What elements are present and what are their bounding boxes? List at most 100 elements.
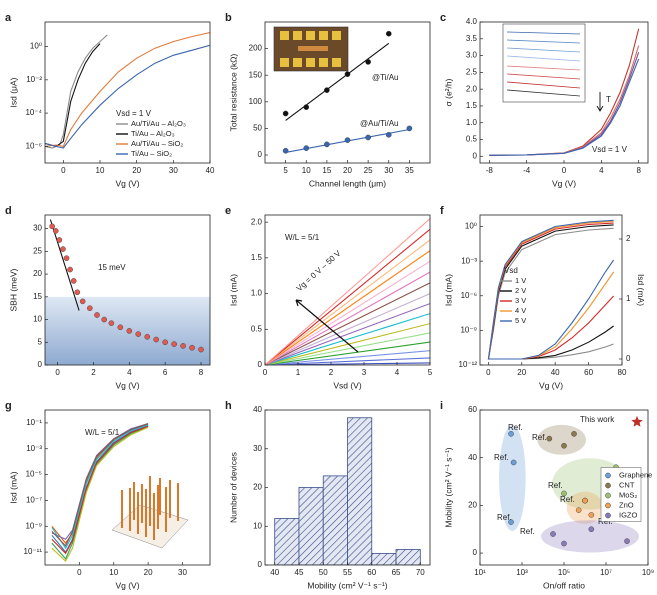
x-tick-label: 30 [178, 568, 187, 577]
point [162, 339, 168, 346]
point [144, 334, 151, 340]
annotation: Ref. [520, 527, 535, 536]
y-tick-label: 10⁰ [30, 42, 42, 51]
y-tick-label: 10⁻³ [461, 256, 477, 265]
histogram-bar [347, 417, 373, 565]
x-axis-label: Vg (V) [552, 178, 576, 188]
panel-letter: f [440, 205, 444, 217]
point [561, 490, 567, 497]
panel-letter: d [5, 205, 12, 217]
y-tick-label: 15 [33, 292, 42, 301]
x-tick-label: 10⁵ [558, 568, 570, 577]
y-tick-label: 2.5 [466, 67, 478, 76]
line-series [265, 350, 430, 365]
y-tick-label: 20 [468, 500, 477, 509]
x-tick-label: 60 [584, 368, 593, 377]
y-tick-label: 10⁻¹ [26, 418, 42, 427]
panel-letter: b [225, 12, 232, 24]
point [588, 526, 595, 533]
y-axis-label: SBH (meV) [8, 268, 18, 311]
x-tick-label: 3 [362, 368, 367, 377]
y-tick-label: 200 [249, 44, 263, 53]
y-tick-label: 40 [468, 453, 477, 462]
y2-tick-label: 0 [626, 354, 631, 363]
panel-letter: c [440, 12, 446, 24]
line-series [265, 239, 430, 365]
x-tick-label: 0 [77, 568, 82, 577]
line-series [488, 259, 615, 360]
point [282, 147, 289, 154]
y-tick-label: 4.0 [466, 17, 478, 26]
y-tick-label: 50 [253, 124, 262, 133]
point [588, 512, 595, 518]
point [67, 266, 73, 273]
panel: 10¹ 10³ 10⁵ 10⁷ 10⁹ 0 20 40 60 i On/off ratio Mobil… [440, 400, 654, 590]
x-tick-label: 0 [61, 166, 66, 175]
y-tick-label: 0 [473, 548, 478, 557]
point [74, 289, 81, 296]
x-axis-label: Vg (V) [115, 178, 139, 188]
annotation: @Ti/Au [372, 73, 399, 82]
x-tick-label: 2 [91, 368, 96, 377]
histogram-bar [322, 475, 348, 565]
point [324, 87, 330, 93]
point [365, 134, 371, 141]
plot-frame [44, 409, 211, 566]
y-tick-label: 40 [253, 405, 262, 414]
y-axis-label: Total resistance (kΩ) [228, 53, 238, 131]
line-series [51, 426, 149, 562]
legend-label: Au/Ti/Au – SiO₂ [131, 139, 183, 148]
legend-label: Ti/Au – SiO₂ [131, 149, 172, 158]
y-tick-label: 10⁻⁴ [25, 108, 42, 117]
line-series [265, 228, 430, 365]
x-tick-label: 30 [169, 166, 178, 175]
x-tick-label: 20 [132, 166, 141, 175]
y-tick-label: 10⁰ [465, 222, 477, 231]
point [605, 512, 611, 519]
x-tick-label: 20 [144, 568, 153, 577]
y-axis-label: Isd (mA) [443, 274, 453, 306]
point [87, 305, 93, 311]
y-tick-label: 10⁻⁶ [26, 141, 42, 150]
device-photo-inset [273, 26, 349, 72]
annotation: Ref. [532, 433, 547, 442]
x-tick-label: 80 [618, 368, 627, 377]
point [550, 531, 556, 537]
y-tick-label: 150 [249, 70, 263, 79]
legend-label: CNT [619, 480, 635, 489]
legend-label: Au/Ti/Au – Al₂O₃ [131, 119, 186, 128]
y-tick-label: 10⁻⁹ [25, 521, 42, 530]
x-tick-label: -4 [523, 166, 531, 175]
y-axis-label: Isd (μA) [8, 77, 18, 107]
point [171, 341, 177, 347]
x-tick-label: 2 [329, 368, 334, 377]
y2-axis-label: Isd (mA) [636, 274, 646, 306]
line-series [265, 323, 430, 365]
point [101, 316, 107, 323]
panel-letter: h [225, 400, 232, 412]
y-tick-label: 1.0 [466, 118, 478, 127]
x-tick-label: 50 [319, 568, 328, 577]
y-tick-label: 0.5 [466, 135, 478, 144]
x-tick-label: 5 [283, 166, 288, 175]
y-tick-label: 30 [33, 224, 42, 233]
x-tick-label: 5 [428, 368, 433, 377]
y-axis-label: Isd (mA) [228, 274, 238, 306]
y-tick-label: 10⁻³ [26, 444, 42, 453]
y-tick-label: 20 [33, 269, 42, 278]
panel-letter: g [5, 400, 12, 412]
line-series [51, 423, 149, 547]
legend-label: 2 V [515, 286, 526, 295]
x-tick-label: 4 [599, 166, 604, 175]
legend-label: 3 V [515, 296, 526, 305]
line-series [265, 332, 430, 365]
point [303, 145, 310, 151]
decorations [111, 23, 604, 549]
line-series [265, 303, 430, 365]
histogram-bar [395, 549, 421, 565]
y-tick-label: 10⁻⁷ [26, 496, 42, 505]
y-tick-label: 0.5 [251, 324, 263, 333]
x-tick-label: 6 [163, 368, 168, 377]
